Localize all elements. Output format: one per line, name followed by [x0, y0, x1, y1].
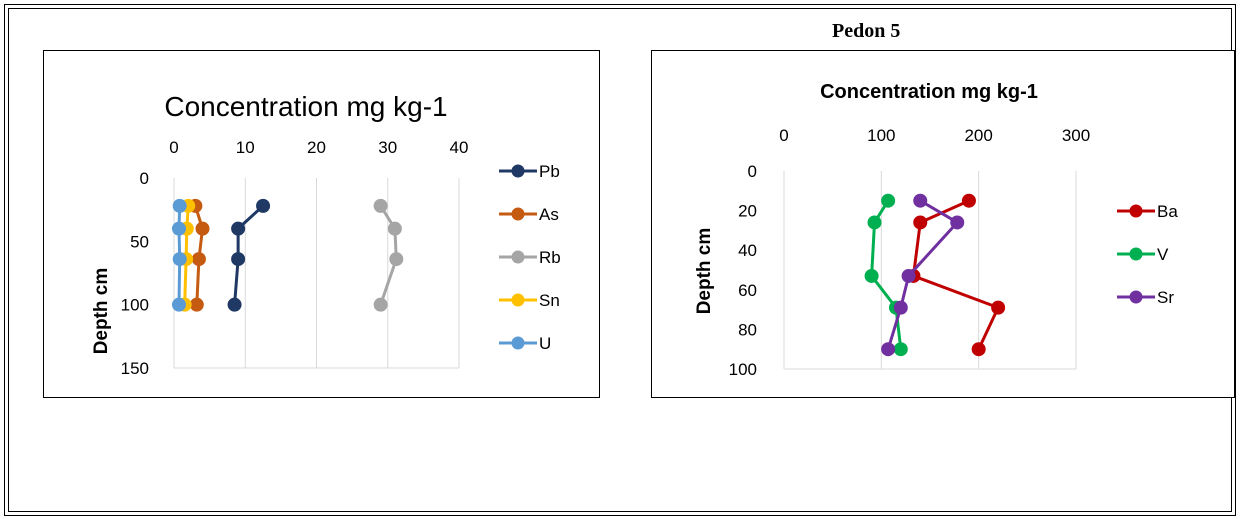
y-tick-label: 0	[748, 162, 757, 181]
legend-marker-ba	[1129, 204, 1143, 218]
data-point-rb	[373, 198, 388, 213]
data-point-rb	[387, 221, 402, 236]
data-point-as	[189, 297, 204, 312]
x-tick-label: 200	[964, 126, 992, 145]
legend-label-rb: Rb	[539, 248, 561, 267]
data-point-ba	[913, 215, 928, 230]
legend-label-v: V	[1157, 245, 1169, 264]
y-axis-label: Depth cm	[694, 228, 715, 315]
legend-label-u: U	[539, 334, 551, 353]
series-line-u	[177, 205, 182, 305]
chart-title: Concentration mg kg-1	[820, 81, 1038, 103]
pedon-heading: Pedon 5	[832, 20, 901, 42]
data-point-ba	[991, 300, 1006, 315]
y-tick-label: 60	[738, 281, 757, 300]
data-point-sr	[881, 342, 896, 357]
data-point-ba	[971, 342, 986, 357]
data-point-pb	[231, 252, 246, 267]
data-point-u	[172, 198, 187, 213]
legend-marker-sn	[511, 293, 525, 307]
x-tick-label: 300	[1062, 126, 1090, 145]
x-tick-label: 20	[307, 138, 326, 157]
data-point-as	[195, 221, 210, 236]
y-tick-label: 40	[738, 241, 757, 260]
x-tick-label: 0	[169, 138, 178, 157]
y-tick-label: 0	[140, 169, 149, 188]
data-point-v	[864, 268, 879, 283]
data-point-rb	[373, 297, 388, 312]
legend-marker-u	[511, 336, 525, 350]
x-tick-label: 10	[236, 138, 255, 157]
data-point-sr	[950, 215, 965, 230]
y-tick-label: 20	[738, 202, 757, 221]
x-tick-label: 0	[779, 126, 788, 145]
chart-right-svg: Concentration mg kg-1 0 100 200 300 0 20 40 60 80…	[694, 81, 1178, 379]
data-point-as	[191, 252, 206, 267]
y-tick-label: 150	[121, 359, 149, 378]
y-tick-label: 100	[729, 360, 757, 379]
data-point-sr	[893, 300, 908, 315]
data-point-pb	[231, 221, 246, 236]
data-point-u	[171, 221, 186, 236]
data-point-rb	[389, 252, 404, 267]
data-point-pb	[227, 297, 242, 312]
series-line-rb	[379, 205, 398, 306]
data-point-sr	[913, 193, 928, 208]
data-point-v	[881, 193, 896, 208]
x-tick-label: 30	[378, 138, 397, 157]
series-line-pb	[233, 204, 265, 305]
chart-left-svg: Concentration mg kg-1 0 10 20 30 40 0 50 100 150 D…	[91, 91, 561, 378]
y-tick-label: 50	[130, 232, 149, 251]
chart-right: Concentration mg kg-1 0 100 200 300 0 20 40 60 80…	[651, 50, 1235, 398]
series-line-sn	[183, 205, 190, 305]
legend-label-sn: Sn	[539, 291, 560, 310]
legend-marker-as	[511, 207, 525, 221]
chart-left: Concentration mg kg-1 0 10 20 30 40 0 50 100 150 D…	[43, 50, 600, 398]
data-point-u	[171, 297, 186, 312]
x-tick-label: 40	[450, 138, 469, 157]
legend-marker-rb	[511, 250, 525, 264]
legend-label-ba: Ba	[1157, 202, 1178, 221]
legend-label-as: As	[539, 205, 559, 224]
y-tick-label: 100	[121, 296, 149, 315]
chart-title: Concentration mg kg-1	[164, 91, 447, 122]
series-line-as	[193, 205, 204, 305]
data-point-v	[893, 342, 908, 357]
x-tick-label: 100	[867, 126, 895, 145]
legend-label-sr: Sr	[1157, 288, 1174, 307]
data-point-pb	[256, 198, 271, 213]
data-point-v	[867, 215, 882, 230]
legend-marker-pb	[511, 164, 525, 178]
legend-marker-v	[1129, 247, 1143, 261]
data-point-ba	[961, 193, 976, 208]
y-tick-label: 80	[738, 320, 757, 339]
legend-label-pb: Pb	[539, 162, 560, 181]
data-point-sr	[901, 268, 916, 283]
legend-marker-sr	[1129, 290, 1143, 304]
data-point-u	[172, 252, 187, 267]
y-axis-label: Depth cm	[91, 268, 112, 355]
